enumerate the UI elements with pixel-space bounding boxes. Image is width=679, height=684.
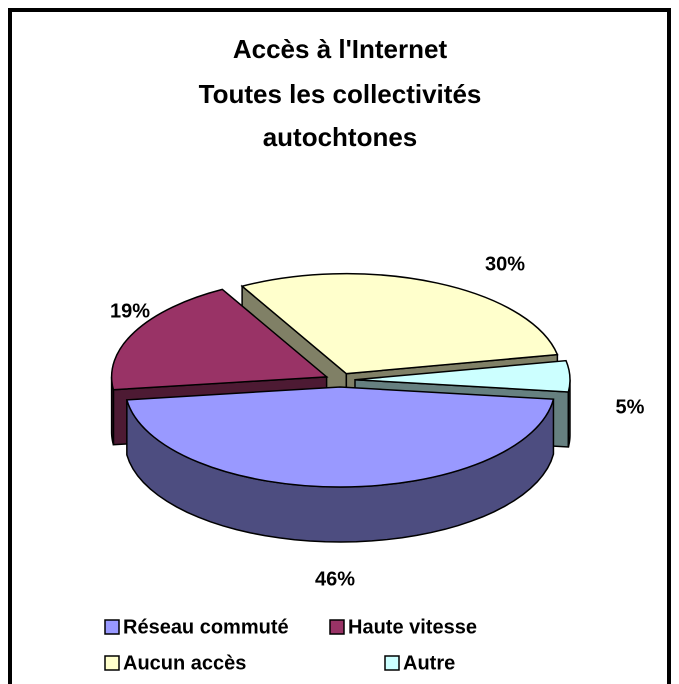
legend-swatch [384,655,400,671]
legend-swatch [329,619,345,635]
pie-slice [240,272,559,375]
chart-title: Accès à l'Internet [233,34,448,64]
data-label: 19% [110,300,150,322]
legend-swatch [104,655,120,671]
pie-slice [125,386,555,488]
pie-slice [354,359,571,393]
legend-swatch [104,619,120,635]
data-label: 5% [616,396,645,418]
legend-label: Réseau commuté [123,616,289,638]
data-label: 30% [485,253,525,275]
chart-title: Toutes les collectivités [199,79,482,109]
data-label: 46% [315,568,355,590]
legend-label: Aucun accès [123,652,246,674]
pie-slice [110,288,329,391]
chart-title: autochtones [263,122,418,152]
legend-label: Autre [403,652,455,674]
legend-label: Haute vitesse [348,616,477,638]
